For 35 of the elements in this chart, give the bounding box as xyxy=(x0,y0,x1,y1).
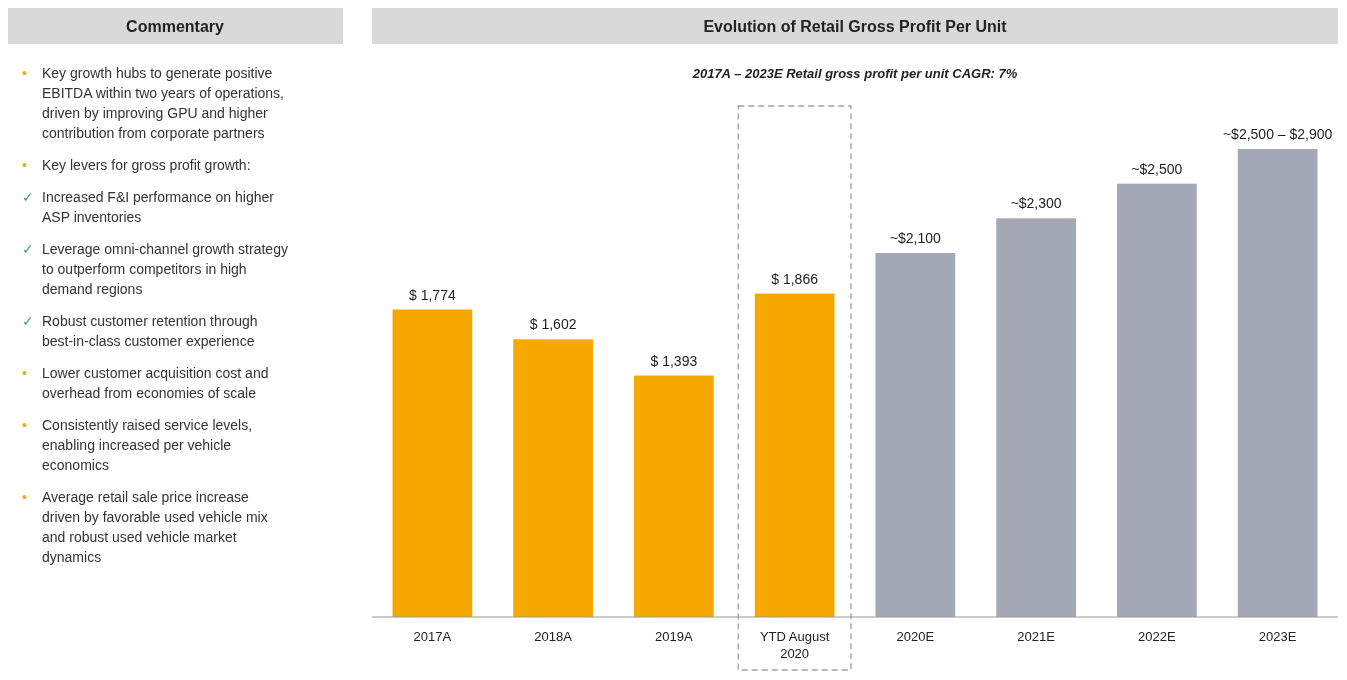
x-tick-label: 2023E xyxy=(1258,629,1297,644)
data-label: $ 1,602 xyxy=(529,316,577,333)
text: Commentary xyxy=(126,18,224,35)
bar xyxy=(513,339,593,617)
x-tick-label: YTD August 2020 xyxy=(759,629,830,661)
x-tick-label: 2019A xyxy=(655,629,693,644)
text: ✓ Robust customer retention through best-in-class customer experience xyxy=(22,313,258,349)
x-tick-label: 2018A xyxy=(534,629,573,644)
bar xyxy=(634,375,714,617)
data-label: ~$2,300 xyxy=(1010,195,1062,212)
chart-title: Evolution of Retail Gross Profit Per Unit xyxy=(703,18,1008,35)
data-label: ~$2,100 xyxy=(889,230,942,246)
data-label: $ 1,866 xyxy=(771,270,819,287)
text: ✓ Leverage omni-channel growth strategy to outperform competitors in high demand regions xyxy=(22,241,288,297)
text: • Key growth hubs to generate positive EBITDA within two years of operations, driven by improving GPU and higher contribution from corporate partners xyxy=(22,65,284,141)
text: ✓ Increased F&I performance on higher ASP inventories xyxy=(22,189,275,225)
bar xyxy=(1117,183,1197,617)
data-label: $ 1,774 xyxy=(409,286,456,303)
x-tick-label: 2022E xyxy=(1138,629,1176,644)
bar xyxy=(875,253,956,617)
bar xyxy=(996,218,1076,617)
bar xyxy=(754,293,835,617)
data-label: $ 1,393 xyxy=(650,352,698,369)
data-label: ~$2,500 xyxy=(1131,160,1183,177)
text: • Key levers for gross profit growth: xyxy=(22,157,251,173)
text: • Average retail sale price increase driven by favorable used vehicle mix and robust used vehicle market dynamics xyxy=(22,489,268,565)
x-tick-label: 2020E xyxy=(896,629,935,644)
bar xyxy=(1237,149,1318,617)
x-tick-label: 2021E xyxy=(1017,629,1056,644)
data-label: ~$2,500 – $2,900 xyxy=(1222,126,1333,142)
x-tick-label: 2017A xyxy=(413,629,452,644)
text: • Consistently raised service levels, enabling increased per vehicle economics xyxy=(22,417,253,473)
text: • Lower customer acquisition cost and overhead from economies of scale xyxy=(22,365,269,401)
bar xyxy=(392,309,473,617)
chart-subtitle: 2017A – 2023E Retail gross profit per unit CAGR: 7% xyxy=(691,66,1018,81)
